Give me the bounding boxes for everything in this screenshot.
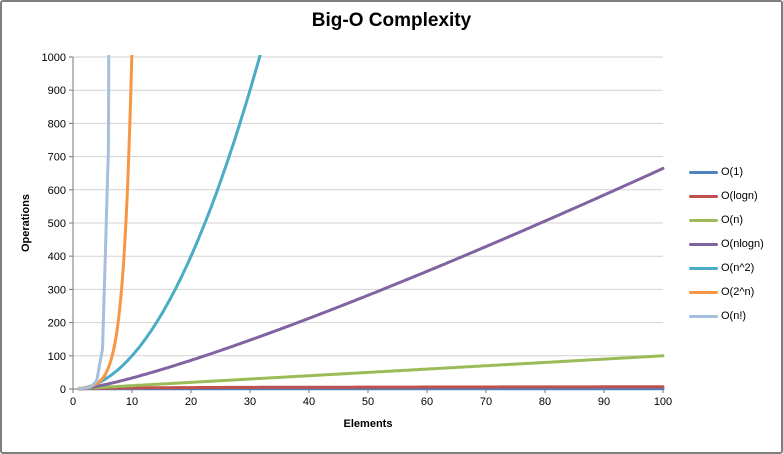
chart-title: Big-O Complexity — [311, 10, 472, 31]
x-tick-label: 0 — [70, 396, 76, 408]
legend-line-swatch — [689, 242, 718, 246]
legend-item: O(2^n) — [689, 280, 764, 304]
legend-item: O(n) — [689, 208, 764, 232]
x-axis-title: Elements — [343, 418, 393, 430]
legend-label: O(n^2) — [721, 262, 755, 274]
y-tick-label: 600 — [48, 185, 66, 197]
y-tick-label: 100 — [48, 351, 66, 363]
legend-item: O(n!) — [689, 304, 764, 328]
y-tick-label: 200 — [48, 318, 66, 330]
series-line-O(nlogn) — [77, 166, 665, 391]
legend-item: O(nlogn) — [689, 232, 764, 256]
legend-line-swatch — [689, 218, 718, 222]
legend-line-swatch — [689, 290, 718, 294]
axes: 0 100 200 300 400 500 600 700 800 900 1000 0 10 20 30 4… — [42, 52, 673, 408]
legend-label: O(nlogn) — [721, 238, 764, 250]
legend-item: O(n^2) — [689, 256, 764, 280]
x-tick-label: 10 — [126, 396, 138, 408]
legend-line-swatch — [689, 170, 718, 174]
legend-line-swatch — [689, 194, 718, 198]
x-tick-label: 40 — [303, 396, 315, 408]
legend: O(1) O(logn) O(n) O(nlogn) O(n^2) O(2^n) O(n!) — [689, 160, 764, 328]
x-tick-label: 70 — [480, 396, 492, 408]
x-tick-label: 90 — [598, 396, 610, 408]
y-tick-label: 800 — [48, 118, 66, 130]
y-tick-label: 300 — [48, 284, 66, 296]
x-tick-label: 80 — [539, 396, 551, 408]
series-line-O(n!) — [77, 55, 111, 391]
legend-label: O(n!) — [721, 310, 747, 322]
x-tick-label: 50 — [362, 396, 374, 408]
y-tick-label: 700 — [48, 152, 66, 164]
series-line-O(n^2) — [77, 55, 262, 391]
series-line-O(n) — [77, 354, 665, 391]
legend-label: O(2^n) — [721, 286, 755, 298]
legend-line-swatch — [689, 266, 718, 270]
series-line-O(logn) — [77, 385, 665, 391]
y-axis-title: Operations — [20, 193, 32, 253]
y-tick-label: 400 — [48, 251, 66, 263]
y-tick-label: 0 — [60, 384, 66, 396]
y-tick-label: 900 — [48, 85, 66, 97]
legend-item: O(1) — [689, 160, 764, 184]
gridlines — [73, 56, 663, 357]
legend-item: O(logn) — [689, 184, 764, 208]
legend-label: O(n) — [721, 214, 743, 226]
legend-label: O(logn) — [721, 190, 758, 202]
x-tick-label: 20 — [185, 396, 197, 408]
x-tick-label: 100 — [654, 396, 672, 408]
legend-label: O(1) — [721, 166, 743, 178]
y-tick-label: 1000 — [42, 52, 66, 64]
x-tick-label: 30 — [244, 396, 256, 408]
legend-line-swatch — [689, 314, 718, 318]
x-tick-label: 60 — [421, 396, 433, 408]
series-lines — [77, 55, 665, 391]
y-tick-label: 500 — [48, 218, 66, 230]
